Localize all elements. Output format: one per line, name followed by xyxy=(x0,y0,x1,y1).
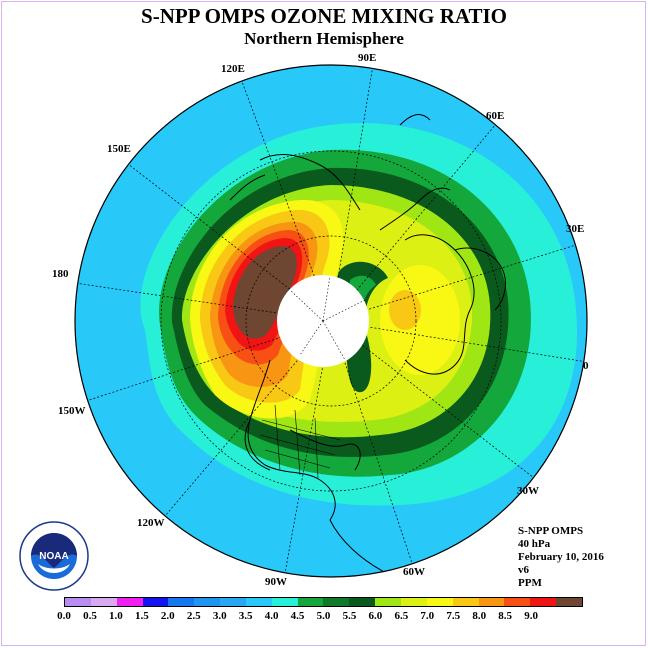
colorbar-tick-label: 3.5 xyxy=(238,610,253,622)
polar-graticule xyxy=(289,275,366,361)
info-units: PPM xyxy=(518,577,542,589)
colorbar-swatch xyxy=(245,598,272,606)
colorbar-tick-label: 1.5 xyxy=(134,610,149,622)
lon-label-90w: 90W xyxy=(265,576,287,588)
colorbar-tick-label: 1.0 xyxy=(109,610,123,622)
contour-6.5-east xyxy=(389,290,421,330)
lon-label-180: 180 xyxy=(52,268,69,280)
lon-label-120e: 120E xyxy=(221,63,245,75)
colorbar-ticks: 0.0 0.5 1.0 1.5 2.0 2.5 3.0 3.5 4.0 4.5 5.0 5.5 6.0 6… xyxy=(57,610,584,624)
colorbar-swatch xyxy=(530,598,557,606)
colorbar-swatch xyxy=(142,598,169,606)
colorbar-tick-label: 8.0 xyxy=(472,610,487,622)
colorbar-tick-label: 7.5 xyxy=(446,610,461,622)
colorbar-swatch xyxy=(297,598,324,606)
lon-label-30w: 30W xyxy=(517,485,539,497)
colorbar-tick-label: 4.0 xyxy=(264,610,279,622)
colorbar-swatch xyxy=(504,598,531,606)
colorbar-tick-label: 3.0 xyxy=(212,610,227,622)
info-level: 40 hPa xyxy=(518,538,551,550)
colorbar-swatch xyxy=(220,598,246,606)
colorbar-tick-label: 0.5 xyxy=(83,610,97,622)
colorbar-swatch xyxy=(116,598,143,606)
colorbar-swatch xyxy=(556,598,582,606)
lon-label-150w: 150W xyxy=(58,405,86,417)
colorbar-tick-label: 6.5 xyxy=(394,610,409,622)
noaa-logo: NOAA xyxy=(19,521,89,591)
colorbar-tick-label: 6.0 xyxy=(368,610,383,622)
page-title: S-NPP OMPS OZONE MIXING RATIO xyxy=(141,4,507,28)
lon-label-60e: 60E xyxy=(486,110,505,122)
colorbar-swatch xyxy=(271,598,298,606)
colorbar-tick-label: 9.0 xyxy=(524,610,538,622)
colorbar-tick-label: 2.0 xyxy=(160,610,175,622)
colorbar-swatch xyxy=(349,598,376,606)
colorbar-swatch xyxy=(375,598,401,606)
colorbar-tick-label: 7.0 xyxy=(420,610,435,622)
lon-label-90e: 90E xyxy=(358,52,377,64)
colorbar-swatch xyxy=(426,598,453,606)
colorbar-swatch xyxy=(168,598,195,606)
colorbar-swatch xyxy=(323,598,350,606)
coastlines xyxy=(229,114,506,576)
colorbar-swatch xyxy=(90,598,117,606)
colorbar-swatch xyxy=(400,598,427,606)
colorbar-tick-label: 5.5 xyxy=(342,610,357,622)
lon-label-60w: 60W xyxy=(403,566,425,578)
contour-8.5 xyxy=(233,246,297,339)
lon-label-30e: 30E xyxy=(566,223,585,235)
colorbar-tick-label: 0.0 xyxy=(57,610,71,622)
colorbar-swatch xyxy=(65,598,91,606)
page-subtitle: Northern Hemisphere xyxy=(244,29,404,48)
colorbar xyxy=(64,597,583,607)
lon-label-0: 0 xyxy=(583,360,589,372)
colorbar-tick-label: 8.5 xyxy=(498,610,513,622)
colorbar-tick-label: 5.0 xyxy=(316,610,331,622)
info-instrument: S-NPP OMPS xyxy=(518,525,584,537)
colorbar-tick-label: 2.5 xyxy=(186,610,201,622)
graticule xyxy=(75,65,587,574)
colorbar-swatch xyxy=(478,598,505,606)
logo-text: NOAA xyxy=(39,551,68,562)
colorbar-swatch xyxy=(452,598,479,606)
lon-label-150e: 150E xyxy=(107,143,131,155)
colorbar-tick-label: 4.5 xyxy=(290,610,305,622)
map-outline xyxy=(74,64,588,578)
us-state-borders xyxy=(259,404,341,479)
colorbar-swatch xyxy=(194,598,221,606)
info-date: February 10, 2016 xyxy=(518,551,604,563)
info-version: v6 xyxy=(518,564,529,576)
info-block: S-NPP OMPS 40 hPa February 10, 2016 v6 P… xyxy=(518,525,604,590)
lon-label-120w: 120W xyxy=(137,517,165,529)
